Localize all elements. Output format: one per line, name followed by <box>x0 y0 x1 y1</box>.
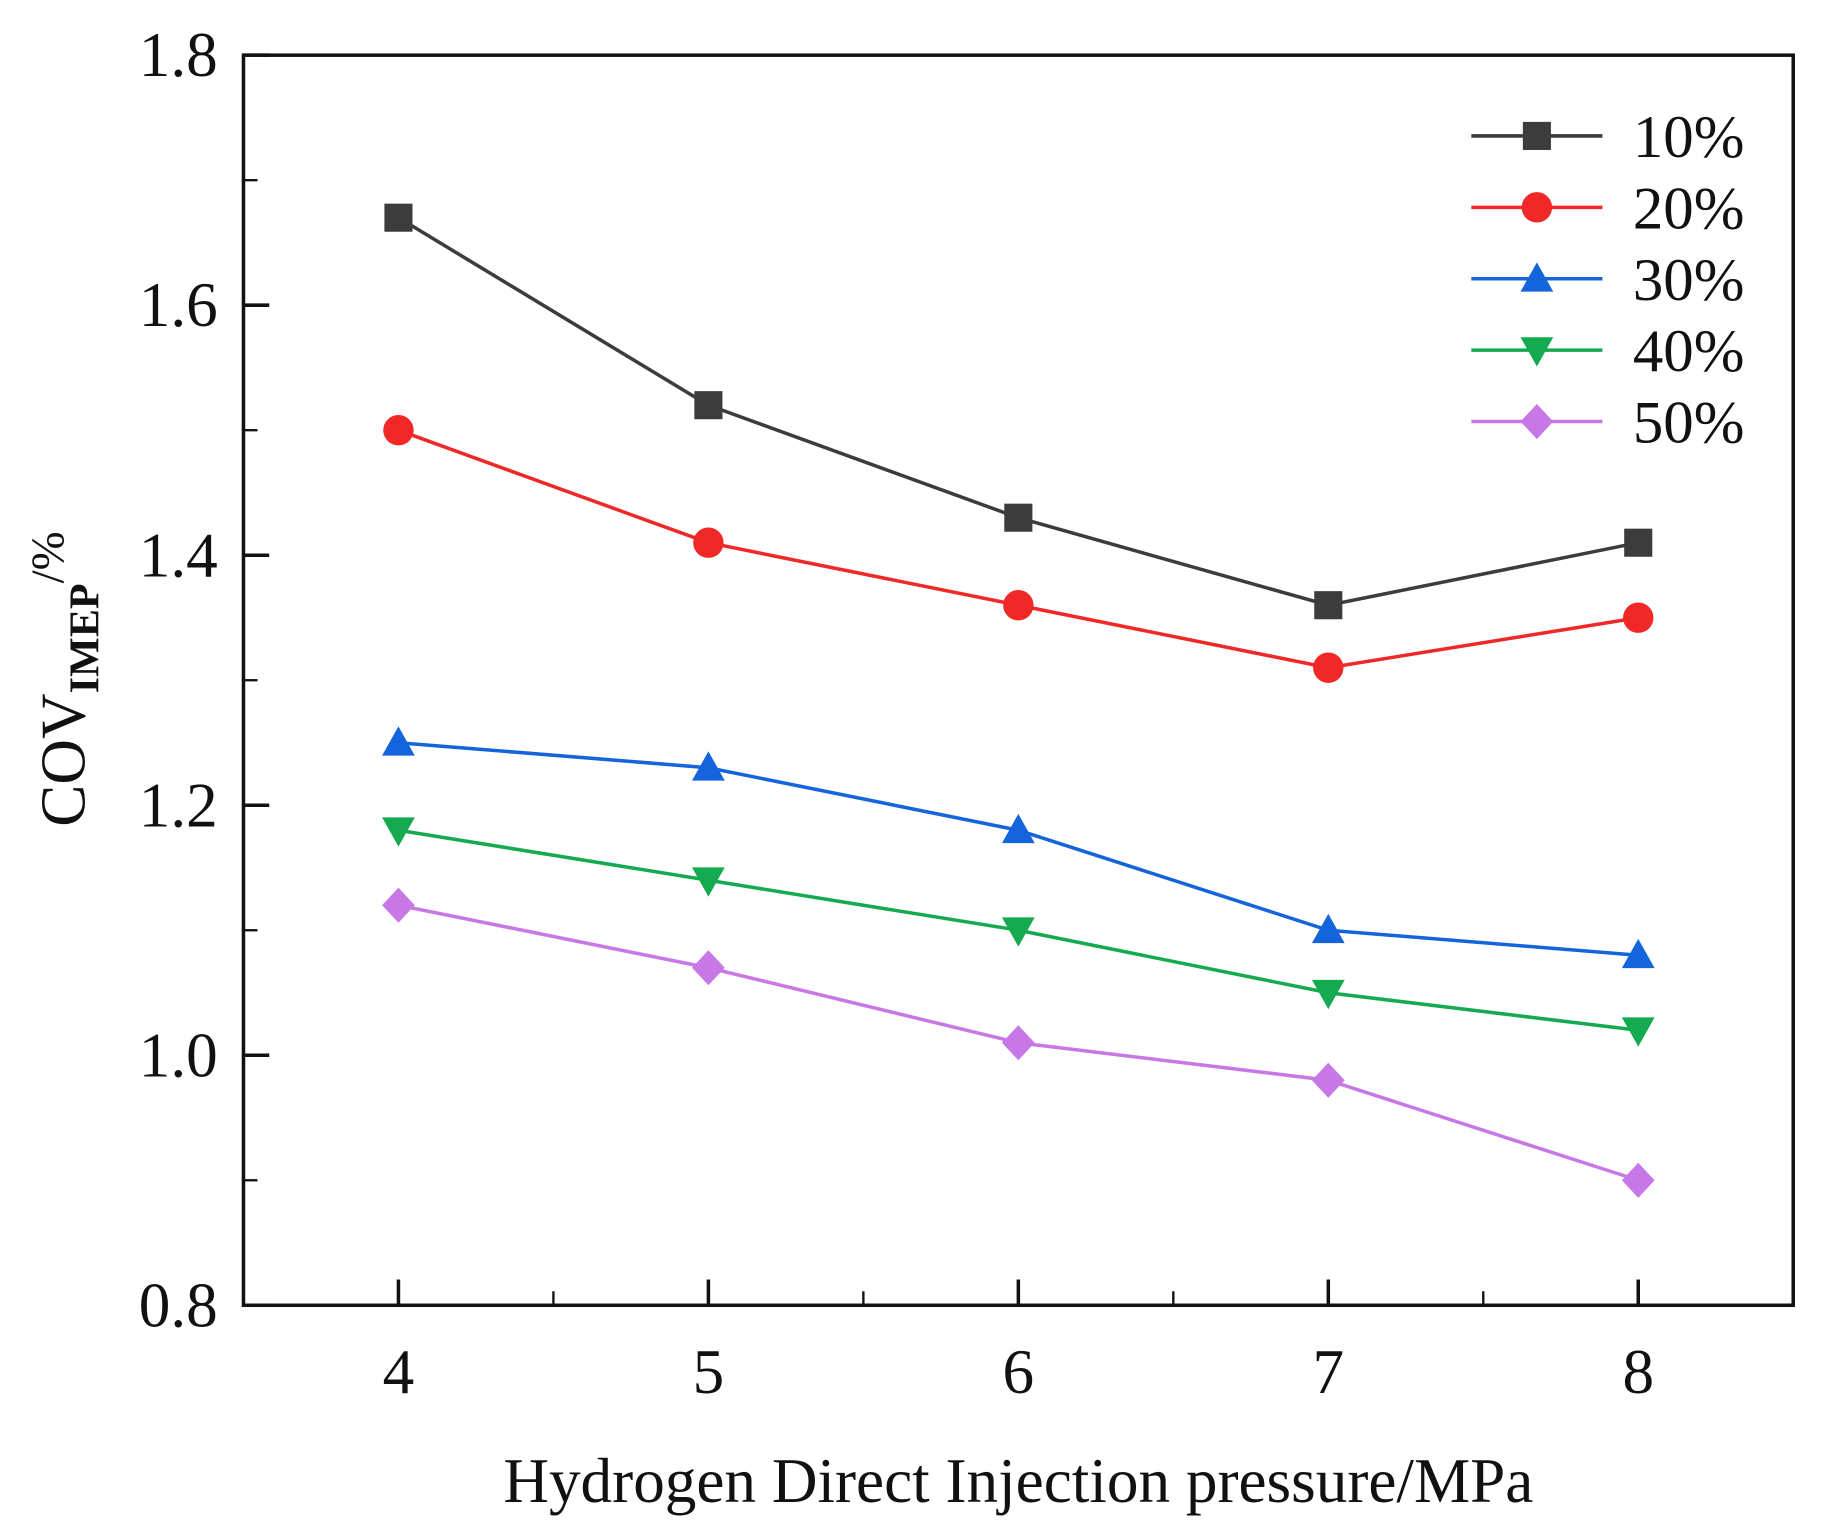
series-30pct <box>382 726 1655 969</box>
data-point <box>1623 602 1654 633</box>
data-point <box>382 887 415 923</box>
series-line <box>397 428 1639 670</box>
data-point <box>382 726 415 756</box>
legend-item: 20% <box>1471 175 1744 242</box>
data-point <box>1621 1017 1655 1047</box>
legend-label: 10% <box>1633 104 1745 171</box>
legend-item: 40% <box>1471 318 1744 385</box>
data-point <box>1311 913 1345 944</box>
data-point <box>692 751 725 781</box>
y-tick-label: 1.0 <box>139 1020 218 1090</box>
data-point <box>1621 938 1655 969</box>
y-tick-label: 1.4 <box>139 520 218 590</box>
data-point <box>382 817 415 847</box>
x-axis-label: Hydrogen Direct Injection pressure/MPa <box>503 1446 1533 1516</box>
legend-marker <box>1520 337 1554 367</box>
y-tick-label: 0.8 <box>139 1270 218 1340</box>
data-point <box>1001 917 1035 947</box>
y-axis-label-sub: IMEP <box>61 583 108 693</box>
legend-item: 30% <box>1471 247 1744 314</box>
data-point <box>1313 652 1344 683</box>
data-point <box>1624 528 1653 557</box>
series-40pct <box>382 817 1655 1047</box>
x-tick-label: 5 <box>693 1337 725 1407</box>
svg-text:COVIMEP/%: COVIMEP/% <box>22 531 108 826</box>
x-tick-label: 7 <box>1313 1337 1345 1407</box>
data-point <box>694 391 723 420</box>
data-point <box>1314 591 1343 620</box>
legend-label: 20% <box>1633 175 1745 242</box>
plot-frame <box>241 53 1795 1308</box>
data-point <box>1004 503 1033 532</box>
data-point <box>1001 813 1035 844</box>
legend-label: 40% <box>1633 318 1745 385</box>
legend-marker <box>1521 192 1553 223</box>
x-tick-label: 4 <box>383 1337 415 1407</box>
legend-marker <box>1522 121 1551 150</box>
data-point <box>384 203 413 232</box>
data-point <box>1003 589 1034 621</box>
data-point <box>692 950 725 986</box>
y-axis-label: COVIMEP/% <box>22 531 108 826</box>
data-point <box>692 867 725 897</box>
legend-marker <box>1520 403 1554 440</box>
data-point <box>1621 1162 1655 1198</box>
data-point <box>1311 1062 1345 1098</box>
y-tick-label: 1.8 <box>139 20 218 90</box>
series-line <box>397 216 1639 608</box>
data-point <box>693 527 724 558</box>
legend-marker <box>1520 262 1554 292</box>
legend-label: 50% <box>1633 390 1745 457</box>
data-point <box>383 414 414 446</box>
x-tick-label: 6 <box>1003 1337 1035 1407</box>
legend-item: 10% <box>1471 104 1744 171</box>
legend-label: 30% <box>1633 247 1745 314</box>
x-tick-label: 8 <box>1622 1337 1654 1407</box>
y-axis-label-main: COV <box>28 693 98 826</box>
data-point <box>1311 979 1345 1010</box>
y-axis-label-suffix: /% <box>22 531 74 583</box>
y-tick-label: 1.6 <box>139 270 218 340</box>
series-10pct <box>384 203 1653 620</box>
series-20pct <box>383 414 1654 683</box>
y-tick-label: 1.2 <box>139 770 218 840</box>
data-point <box>1001 1025 1035 1061</box>
legend-item: 50% <box>1471 390 1744 457</box>
